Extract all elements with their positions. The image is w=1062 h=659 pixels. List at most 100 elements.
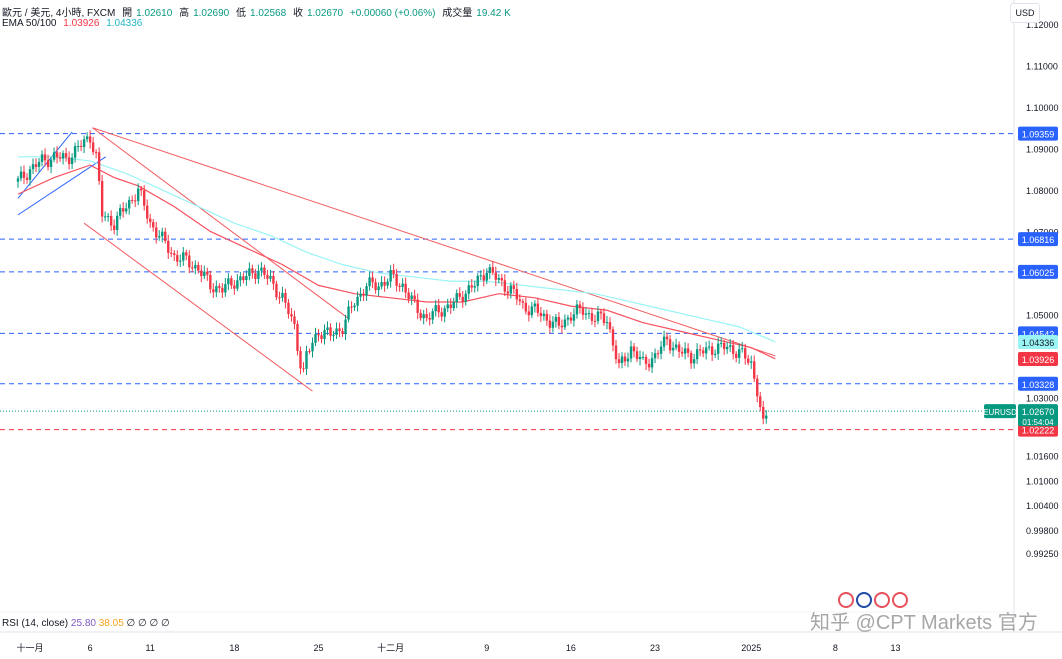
candle-body [494, 272, 497, 280]
candle-body [52, 152, 56, 160]
candle-body [320, 335, 323, 339]
candle-body [602, 313, 606, 324]
candle-body [458, 293, 461, 297]
candle-body [437, 305, 440, 313]
candle-body [554, 316, 558, 322]
candle-body [539, 312, 543, 317]
candle-body [611, 329, 615, 346]
candle-body [653, 353, 657, 359]
candle-body [701, 350, 705, 354]
candle-body [605, 322, 609, 324]
candle-body [55, 152, 59, 158]
symbol-tag [984, 404, 1016, 419]
candle-body [671, 347, 675, 351]
candle-body [674, 344, 678, 348]
candle-body [741, 348, 744, 350]
ema100-line [18, 156, 776, 343]
candle-body [76, 146, 80, 148]
candle-body [100, 181, 104, 217]
symbol-title[interactable]: 歐元 / 美元, 4小時, FXCM [2, 8, 116, 19]
candle-body [245, 276, 248, 281]
x-tick-label: 16 [566, 643, 576, 653]
rsi-rest: ∅ ∅ ∅ ∅ [126, 618, 170, 629]
candle-body [25, 177, 29, 180]
candle-body [524, 302, 528, 312]
candle-body [548, 320, 552, 328]
candle-body [617, 359, 621, 364]
candle-body [500, 278, 504, 281]
candle-body [401, 283, 404, 287]
candle-body [230, 278, 233, 286]
candle-body [362, 293, 365, 296]
low-value: 1.02568 [250, 8, 287, 19]
candle-body [575, 304, 579, 315]
candle-body [179, 260, 182, 262]
candle-body [272, 275, 275, 284]
candle-body [91, 142, 95, 153]
candle-body [738, 349, 741, 358]
candle-body [509, 285, 513, 294]
candle-body [476, 275, 479, 287]
candle-body [632, 346, 636, 352]
event-icon[interactable] [892, 592, 908, 608]
trend-line [92, 127, 776, 357]
x-tick-label: 11 [146, 643, 155, 653]
candle-body [284, 292, 287, 303]
candle-body [506, 291, 510, 294]
candle-body [28, 169, 32, 180]
ema-legend[interactable]: EMA 50/100 1.03926 1.04336 [2, 18, 146, 29]
level-price-label: 1.09359 [1022, 130, 1055, 140]
candle-body [85, 136, 89, 140]
candle-body [620, 356, 624, 364]
candle-body [137, 188, 140, 202]
trend-line [83, 222, 313, 392]
close-label: 收 [292, 8, 303, 19]
candle-body [329, 327, 332, 336]
candle-body [404, 283, 407, 293]
candle-body [43, 154, 47, 161]
candle-body [161, 231, 164, 237]
event-icon[interactable] [838, 592, 854, 608]
event-icon[interactable] [874, 592, 890, 608]
candle-body [121, 208, 125, 212]
candle-body [431, 311, 434, 320]
volume-label: 成交量 [442, 8, 473, 19]
y-tick-label: 1.03000 [1026, 393, 1059, 403]
candle-body [560, 325, 564, 328]
candle-body [224, 284, 227, 293]
rsi-legend[interactable]: RSI (14, close) 25.80 38.05 ∅ ∅ ∅ ∅ [2, 618, 170, 629]
candle-body [419, 312, 422, 319]
symbol-header: 歐元 / 美元, 4小時, FXCM 開 1.02610 高 1.02690 低 1.… [2, 4, 515, 19]
candle-body [368, 277, 371, 287]
candle-body [49, 159, 53, 167]
candle-body [386, 281, 389, 286]
candle-body [170, 252, 173, 254]
candle-body [623, 356, 627, 362]
candle-body [338, 328, 341, 332]
event-icon[interactable] [856, 592, 872, 608]
candle-body [311, 342, 314, 352]
candle-body [608, 322, 612, 330]
candle-body [698, 349, 702, 351]
candle-body [750, 361, 753, 363]
candle-body [765, 415, 768, 419]
candle-body [593, 320, 597, 322]
x-tick-label: 13 [890, 643, 900, 653]
candle-body [389, 270, 392, 282]
y-tick-label: 0.99250 [1026, 549, 1059, 559]
candle-body [97, 152, 101, 182]
candle-body [353, 305, 356, 308]
candle-body [347, 306, 350, 320]
x-tick-label: 8 [833, 643, 838, 653]
candle-body [614, 345, 618, 360]
candle-body [359, 293, 362, 297]
ema-label: EMA 50/100 [2, 18, 57, 29]
candle-body [251, 268, 254, 274]
candle-body [317, 334, 320, 336]
candle-body [398, 285, 401, 287]
currency-button[interactable]: USD [1010, 3, 1040, 23]
candle-body [680, 351, 684, 354]
candle-body [479, 275, 482, 277]
candle-body [275, 283, 278, 298]
